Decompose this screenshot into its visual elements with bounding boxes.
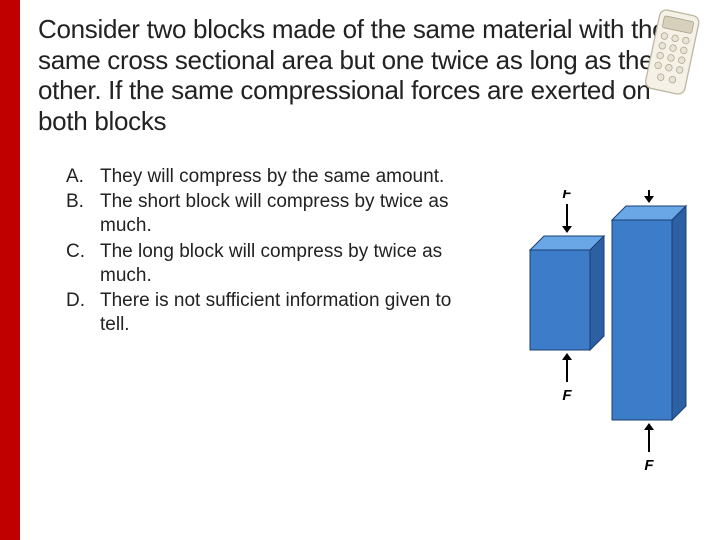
option-letter: B. xyxy=(66,190,100,214)
option-text: There is not sufficient information give… xyxy=(100,289,486,337)
question-text: Consider two blocks made of the same mat… xyxy=(38,14,678,137)
options-list: A. They will compress by the same amount… xyxy=(66,165,486,337)
svg-text:F: F xyxy=(562,190,572,202)
option-d: D. There is not sufficient information g… xyxy=(66,289,486,337)
option-letter: A. xyxy=(66,165,100,189)
blocks-diagram: FFFF xyxy=(512,190,692,510)
option-c: C. The long block will compress by twice… xyxy=(66,240,486,288)
svg-text:F: F xyxy=(644,457,654,474)
option-a: A. They will compress by the same amount… xyxy=(66,165,486,189)
option-letter: D. xyxy=(66,289,100,313)
clicker-icon xyxy=(642,6,702,101)
option-text: The short block will compress by twice a… xyxy=(100,190,486,238)
option-b: B. The short block will compress by twic… xyxy=(66,190,486,238)
accent-bar xyxy=(0,0,20,540)
option-text: The long block will compress by twice as… xyxy=(100,240,486,288)
svg-text:F: F xyxy=(562,387,572,404)
option-text: They will compress by the same amount. xyxy=(100,165,486,189)
option-letter: C. xyxy=(66,240,100,264)
